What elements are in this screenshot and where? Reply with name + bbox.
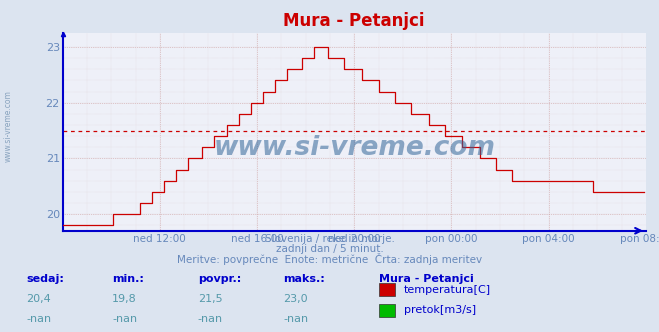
- Text: maks.:: maks.:: [283, 274, 325, 284]
- Text: min.:: min.:: [112, 274, 144, 284]
- Text: -nan: -nan: [198, 314, 223, 324]
- Text: -nan: -nan: [112, 314, 137, 324]
- Text: 23,0: 23,0: [283, 294, 308, 304]
- Text: zadnji dan / 5 minut.: zadnji dan / 5 minut.: [275, 244, 384, 254]
- Text: temperatura[C]: temperatura[C]: [404, 285, 491, 295]
- Text: Slovenija / reke in morje.: Slovenija / reke in morje.: [264, 234, 395, 244]
- Text: 20,4: 20,4: [26, 294, 51, 304]
- Text: 19,8: 19,8: [112, 294, 137, 304]
- Text: povpr.:: povpr.:: [198, 274, 241, 284]
- Text: Mura - Petanjci: Mura - Petanjci: [379, 274, 474, 284]
- Text: -nan: -nan: [283, 314, 308, 324]
- Text: 21,5: 21,5: [198, 294, 222, 304]
- Text: pretok[m3/s]: pretok[m3/s]: [404, 305, 476, 315]
- Text: www.si-vreme.com: www.si-vreme.com: [4, 90, 13, 162]
- Title: Mura - Petanjci: Mura - Petanjci: [283, 12, 425, 30]
- Text: sedaj:: sedaj:: [26, 274, 64, 284]
- Text: www.si-vreme.com: www.si-vreme.com: [214, 135, 495, 161]
- Text: -nan: -nan: [26, 314, 51, 324]
- Text: Meritve: povprečne  Enote: metrične  Črta: zadnja meritev: Meritve: povprečne Enote: metrične Črta:…: [177, 253, 482, 265]
